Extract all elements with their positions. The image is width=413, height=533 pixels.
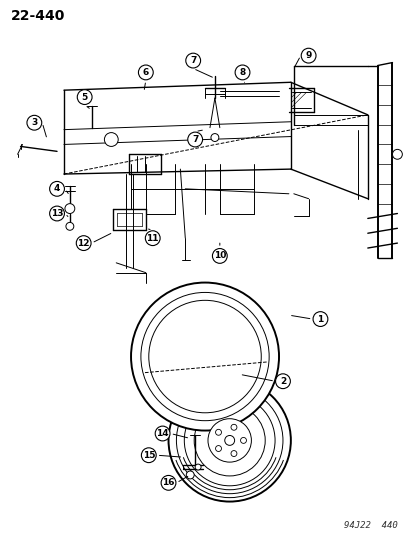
Circle shape xyxy=(224,435,234,446)
Circle shape xyxy=(212,248,227,263)
Circle shape xyxy=(161,475,176,490)
Circle shape xyxy=(176,387,282,494)
Circle shape xyxy=(195,464,201,470)
Circle shape xyxy=(301,49,315,63)
Circle shape xyxy=(104,133,118,147)
Text: 6: 6 xyxy=(142,68,149,77)
Circle shape xyxy=(66,222,74,230)
Circle shape xyxy=(235,65,249,80)
Text: 4: 4 xyxy=(54,184,60,193)
Circle shape xyxy=(275,374,290,389)
Text: 13: 13 xyxy=(51,209,63,218)
Text: 7: 7 xyxy=(192,135,198,144)
Circle shape xyxy=(65,204,75,214)
Circle shape xyxy=(140,293,268,421)
Circle shape xyxy=(188,132,202,147)
Circle shape xyxy=(141,448,156,463)
Text: 9: 9 xyxy=(305,51,311,60)
Text: 16: 16 xyxy=(162,478,174,487)
Text: 10: 10 xyxy=(213,252,225,261)
Circle shape xyxy=(230,450,236,456)
Circle shape xyxy=(155,426,170,441)
Circle shape xyxy=(194,405,265,476)
Text: 8: 8 xyxy=(239,68,245,77)
Circle shape xyxy=(145,231,160,246)
Circle shape xyxy=(184,395,274,486)
Circle shape xyxy=(138,65,153,80)
Circle shape xyxy=(211,134,218,141)
Text: 5: 5 xyxy=(81,93,88,102)
Circle shape xyxy=(27,115,42,130)
Circle shape xyxy=(392,149,401,159)
Circle shape xyxy=(131,282,278,431)
Text: 15: 15 xyxy=(142,451,154,459)
Text: 2: 2 xyxy=(279,377,285,386)
Circle shape xyxy=(168,379,290,502)
Circle shape xyxy=(312,312,327,327)
Circle shape xyxy=(50,206,64,221)
Text: 12: 12 xyxy=(77,239,90,248)
Circle shape xyxy=(207,419,251,462)
Text: 11: 11 xyxy=(146,233,159,243)
Circle shape xyxy=(50,181,64,196)
Circle shape xyxy=(215,430,221,435)
Text: 7: 7 xyxy=(190,56,196,65)
Text: 14: 14 xyxy=(156,429,169,438)
Circle shape xyxy=(186,471,194,479)
Text: 94J22  440: 94J22 440 xyxy=(343,521,396,530)
Text: 22-440: 22-440 xyxy=(11,9,65,23)
Circle shape xyxy=(77,90,92,104)
Circle shape xyxy=(215,446,221,451)
Circle shape xyxy=(230,424,236,430)
Text: 1: 1 xyxy=(316,314,323,324)
Circle shape xyxy=(148,300,261,413)
Circle shape xyxy=(185,53,200,68)
Circle shape xyxy=(76,236,91,251)
Circle shape xyxy=(240,438,246,443)
Text: 3: 3 xyxy=(31,118,38,127)
